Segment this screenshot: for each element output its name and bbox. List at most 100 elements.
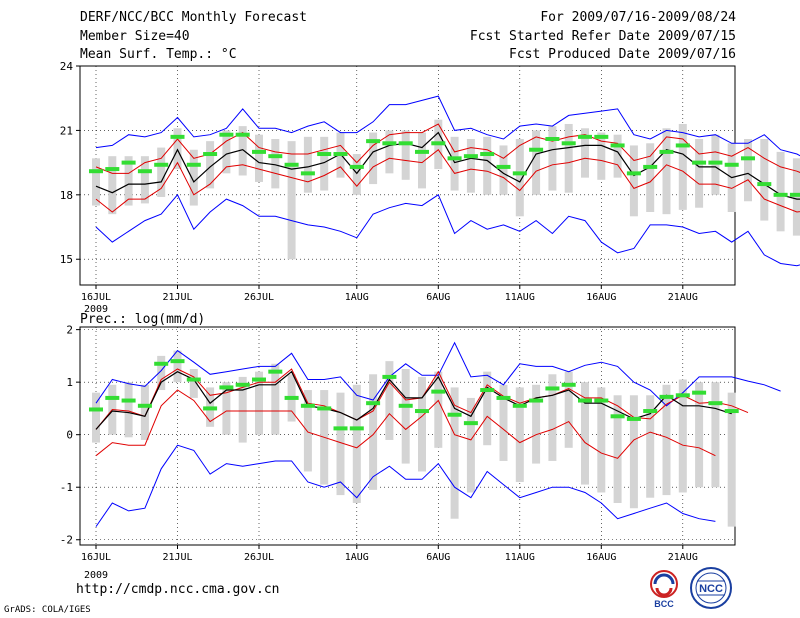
- y-tick-label: 0: [66, 429, 73, 442]
- observed-marker: [773, 192, 788, 197]
- spread-box: [352, 384, 361, 503]
- spread-box: [222, 382, 231, 435]
- observed-marker: [708, 160, 723, 165]
- spread-box: [776, 151, 785, 232]
- spread-box: [189, 149, 198, 206]
- observed-marker: [170, 359, 185, 364]
- observed-marker: [626, 416, 641, 421]
- observed-marker: [463, 421, 478, 426]
- spread-box: [369, 132, 378, 185]
- series-max: [95, 95, 800, 157]
- spread-box: [744, 139, 752, 202]
- observed-marker: [268, 369, 283, 374]
- observed-marker: [643, 164, 658, 169]
- observed-marker: [643, 409, 658, 414]
- spread-box: [255, 371, 263, 435]
- spread-box: [564, 123, 573, 193]
- observed-marker: [415, 409, 429, 414]
- observed-marker: [235, 132, 250, 137]
- observed-marker: [659, 394, 674, 399]
- observed-marker: [447, 156, 462, 161]
- spread-box: [206, 141, 215, 189]
- series-upper: [95, 123, 800, 174]
- spread-box: [401, 369, 410, 464]
- observed-marker: [219, 132, 234, 137]
- spread-box: [483, 136, 492, 195]
- observed-marker: [545, 137, 560, 141]
- observed-marker: [741, 156, 755, 161]
- spread-box: [108, 156, 117, 215]
- observed-marker: [137, 403, 152, 408]
- spread-box: [466, 397, 475, 493]
- series-min: [95, 444, 716, 527]
- spread-box: [434, 371, 443, 448]
- x-tick-label: 1AUG: [345, 292, 369, 303]
- x-tick-label: 11AUG: [505, 552, 535, 563]
- observed-marker: [300, 403, 315, 408]
- observed-marker: [252, 149, 266, 154]
- spread-box: [646, 143, 655, 212]
- spread-box: [662, 128, 671, 215]
- y-tick-label: 18: [60, 189, 73, 202]
- spread-box: [255, 134, 263, 182]
- spread-box: [597, 387, 606, 493]
- member-size: Member Size=40: [80, 29, 190, 44]
- spread-box: [532, 130, 541, 195]
- x-tick-label: 1AUG: [345, 552, 369, 563]
- ncc-logo: NCC: [690, 567, 732, 609]
- observed-marker: [382, 141, 397, 146]
- spread-box: [532, 384, 541, 464]
- spread-box: [385, 361, 394, 440]
- observed-marker: [724, 409, 739, 414]
- spread-box: [450, 387, 459, 519]
- series-lower: [95, 148, 800, 213]
- observed-marker: [545, 386, 560, 391]
- observed-marker: [480, 152, 495, 157]
- spread-box: [287, 141, 296, 260]
- observed-marker: [203, 152, 218, 157]
- x-tick-label: 21AUG: [668, 552, 698, 563]
- spread-box: [499, 145, 508, 195]
- observed-marker: [692, 390, 707, 395]
- spread-box: [695, 382, 704, 488]
- observed-marker: [333, 152, 348, 157]
- spread-box: [613, 134, 622, 178]
- spread-box: [792, 158, 800, 236]
- y-tick-label: -2: [60, 534, 73, 547]
- observed-marker: [300, 171, 315, 176]
- spread-box: [678, 379, 687, 493]
- x-year-label: 2009: [84, 304, 108, 315]
- observed-marker: [89, 169, 103, 174]
- observed-marker: [757, 182, 772, 187]
- series-lower: [95, 389, 716, 459]
- observed-marker: [659, 149, 674, 154]
- observed-marker: [675, 393, 690, 398]
- spread-box: [271, 139, 280, 189]
- observed-marker: [398, 403, 413, 408]
- observed-marker: [675, 143, 690, 148]
- x-tick-label: 21JUL: [162, 292, 192, 303]
- observed-marker: [561, 141, 576, 146]
- observed-marker: [480, 388, 495, 393]
- observed-marker: [610, 143, 625, 148]
- observed-marker: [463, 154, 478, 159]
- observed-marker: [496, 164, 511, 169]
- observed-marker: [512, 403, 527, 408]
- spread-box: [385, 130, 394, 174]
- observed-marker: [789, 192, 800, 197]
- spread-box: [597, 132, 606, 180]
- spread-box: [189, 369, 198, 398]
- spread-box: [581, 128, 589, 178]
- spread-box: [124, 156, 133, 206]
- spread-box: [124, 382, 133, 438]
- bcc-logo-text: BCC: [654, 599, 674, 608]
- source-url[interactable]: http://cmdp.ncc.cma.gov.cn: [76, 582, 280, 597]
- spread-box: [173, 350, 182, 383]
- observed-marker: [186, 162, 201, 167]
- observed-marker: [219, 385, 234, 390]
- spread-box: [271, 363, 280, 435]
- observed-marker: [105, 395, 120, 400]
- observed-marker: [610, 414, 625, 419]
- observed-marker: [724, 162, 739, 167]
